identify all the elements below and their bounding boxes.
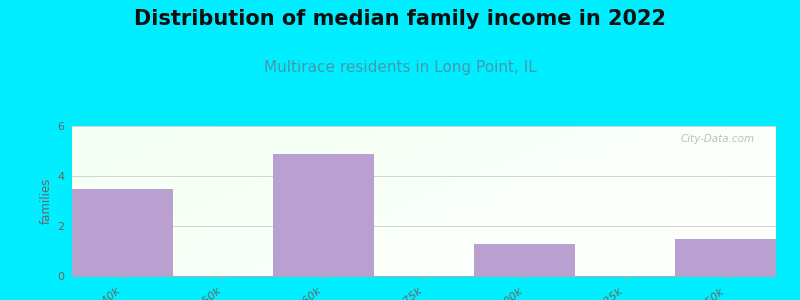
Bar xyxy=(273,154,374,276)
Text: Distribution of median family income in 2022: Distribution of median family income in … xyxy=(134,9,666,29)
Bar xyxy=(72,188,173,276)
Text: City-Data.com: City-Data.com xyxy=(681,134,755,143)
Bar xyxy=(474,244,575,276)
Y-axis label: families: families xyxy=(40,178,53,224)
Bar xyxy=(675,238,776,276)
Text: Multirace residents in Long Point, IL: Multirace residents in Long Point, IL xyxy=(264,60,536,75)
